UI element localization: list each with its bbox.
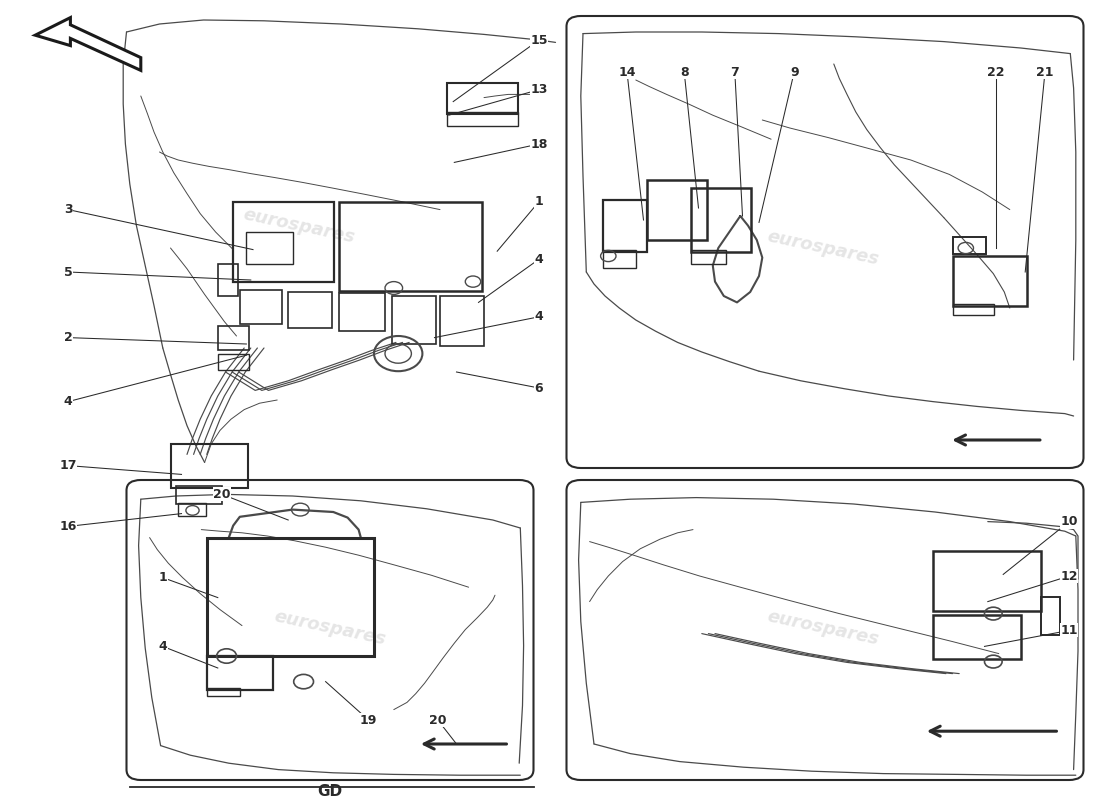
Text: 7: 7 <box>730 66 739 78</box>
Bar <box>440 296 484 346</box>
Text: 14: 14 <box>618 66 636 78</box>
Text: 16: 16 <box>59 520 77 533</box>
Text: 10: 10 <box>1060 515 1078 528</box>
Bar <box>207 538 374 656</box>
Bar <box>246 232 293 264</box>
Bar <box>953 237 986 254</box>
Bar <box>178 503 206 516</box>
Text: 12: 12 <box>1060 570 1078 582</box>
Bar <box>207 688 240 696</box>
Bar <box>288 292 332 328</box>
Bar <box>207 656 273 690</box>
Text: 19: 19 <box>360 714 377 726</box>
Text: 5: 5 <box>64 266 73 278</box>
Text: 1: 1 <box>535 195 543 208</box>
Text: eurospares: eurospares <box>766 607 880 649</box>
Text: 17: 17 <box>59 459 77 472</box>
Text: 13: 13 <box>530 83 548 96</box>
FancyBboxPatch shape <box>566 16 1084 468</box>
Bar <box>218 264 238 296</box>
Bar <box>218 354 249 370</box>
Text: eurospares: eurospares <box>273 607 387 649</box>
Text: 18: 18 <box>530 138 548 150</box>
Bar <box>691 188 751 252</box>
Bar <box>953 304 994 315</box>
Bar <box>170 444 248 488</box>
Text: 20: 20 <box>213 488 231 501</box>
Bar <box>339 293 385 331</box>
Text: eurospares: eurospares <box>766 227 880 269</box>
Bar <box>392 296 436 344</box>
Text: 3: 3 <box>64 203 73 216</box>
Bar <box>233 202 334 282</box>
Text: 4: 4 <box>64 395 73 408</box>
Bar <box>1041 597 1060 635</box>
Text: 11: 11 <box>1060 624 1078 637</box>
Text: 9: 9 <box>790 66 799 78</box>
Bar <box>953 256 1027 306</box>
Text: eurospares: eurospares <box>242 205 356 246</box>
Text: 20: 20 <box>429 714 447 726</box>
Text: 2: 2 <box>64 331 73 344</box>
Text: 4: 4 <box>535 253 543 266</box>
Bar <box>176 486 222 504</box>
Bar <box>691 250 726 264</box>
Bar <box>447 83 518 114</box>
Bar <box>603 250 636 268</box>
Bar <box>240 290 282 324</box>
Text: 22: 22 <box>987 66 1004 78</box>
Bar <box>339 202 482 291</box>
Text: GD: GD <box>318 785 342 799</box>
Bar <box>933 551 1041 611</box>
FancyBboxPatch shape <box>126 480 534 780</box>
Text: 21: 21 <box>1036 66 1054 78</box>
FancyBboxPatch shape <box>566 480 1084 780</box>
Text: 4: 4 <box>158 640 167 653</box>
Bar <box>603 200 647 252</box>
Text: 1: 1 <box>158 571 167 584</box>
Polygon shape <box>35 18 141 70</box>
Text: 4: 4 <box>535 310 543 323</box>
Text: 15: 15 <box>530 34 548 46</box>
Bar <box>933 615 1021 659</box>
Text: 6: 6 <box>535 382 543 394</box>
Bar <box>447 112 518 126</box>
Text: 8: 8 <box>680 66 689 78</box>
Bar <box>647 180 707 240</box>
Bar <box>218 326 249 350</box>
